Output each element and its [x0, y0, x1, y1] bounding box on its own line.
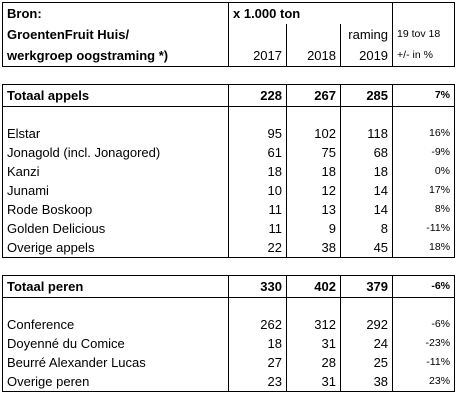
apples-total-2018: 267	[286, 84, 341, 107]
pears-total-2019: 379	[339, 275, 393, 298]
variety-label: Beurré Alexander Lucas	[2, 353, 229, 372]
variety-label: Doyenné du Comice	[2, 334, 229, 353]
table-row: Rode Boskoop 11 13 14 8%	[2, 200, 456, 219]
pears-total-2018: 402	[286, 275, 341, 298]
variety-label: Golden Delicious	[2, 219, 229, 238]
table-row: Overige appels 22 38 45 18%	[2, 238, 456, 258]
source-line-1: GroentenFruit Huis/	[2, 24, 229, 45]
apples-total-2019: 285	[339, 84, 393, 107]
variety-label: Overige peren	[2, 372, 229, 392]
table-row: Elstar 95 102 118 16%	[2, 124, 456, 143]
pct-header-line-1: 19 tov 18	[392, 24, 456, 45]
variety-label: Elstar	[2, 124, 229, 143]
pct-header-line-2: +/- in %	[392, 45, 456, 67]
header-row-1: Bron: x 1.000 ton	[2, 2, 456, 24]
table-row: Kanzi 18 18 18 0%	[2, 162, 456, 181]
pears-total-row: Totaal peren 330 402 379 -6%	[2, 275, 456, 298]
apples-total-2017: 228	[228, 84, 287, 107]
variety-label: Jonagold (incl. Jonagored)	[2, 143, 229, 162]
raming-label: raming	[339, 24, 393, 45]
pears-total-2017: 330	[228, 275, 287, 298]
variety-label: Junami	[2, 181, 229, 200]
source-line-2: werkgroep oogstraming *)	[2, 45, 229, 67]
table-row: Overige peren 23 31 38 23%	[2, 372, 456, 392]
table-row: Golden Delicious 11 9 8 -11%	[2, 219, 456, 238]
year-2019: 2019	[339, 45, 393, 67]
table-row: Jonagold (incl. Jonagored) 61 75 68 -9%	[2, 143, 456, 162]
year-2017: 2017	[228, 45, 287, 67]
variety-label: Overige appels	[2, 238, 229, 258]
harvest-forecast-table: Bron: x 1.000 ton GroentenFruit Huis/ ra…	[2, 2, 456, 392]
unit-label: x 1.000 ton	[227, 2, 394, 24]
apples-total-label: Totaal appels	[2, 84, 229, 107]
header-row-2: GroentenFruit Huis/ raming 19 tov 18	[2, 24, 456, 45]
table-row: Conference 262 312 292 -6%	[2, 315, 456, 334]
year-2018: 2018	[286, 45, 341, 67]
variety-label: Rode Boskoop	[2, 200, 229, 219]
table-row: Beurré Alexander Lucas 27 28 25 -11%	[2, 353, 456, 372]
variety-label: Conference	[2, 315, 229, 334]
table-row: Junami 10 12 14 17%	[2, 181, 456, 200]
apples-total-pct: 7%	[392, 84, 456, 107]
header-row-3: werkgroep oogstraming *) 2017 2018 2019 …	[2, 45, 456, 67]
variety-label: Kanzi	[2, 162, 229, 181]
table-row: Doyenné du Comice 18 31 24 -23%	[2, 334, 456, 353]
source-label: Bron:	[2, 2, 229, 24]
apples-total-row: Totaal appels 228 267 285 7%	[2, 84, 456, 107]
pears-total-pct: -6%	[392, 275, 456, 298]
pears-total-label: Totaal peren	[2, 275, 229, 298]
